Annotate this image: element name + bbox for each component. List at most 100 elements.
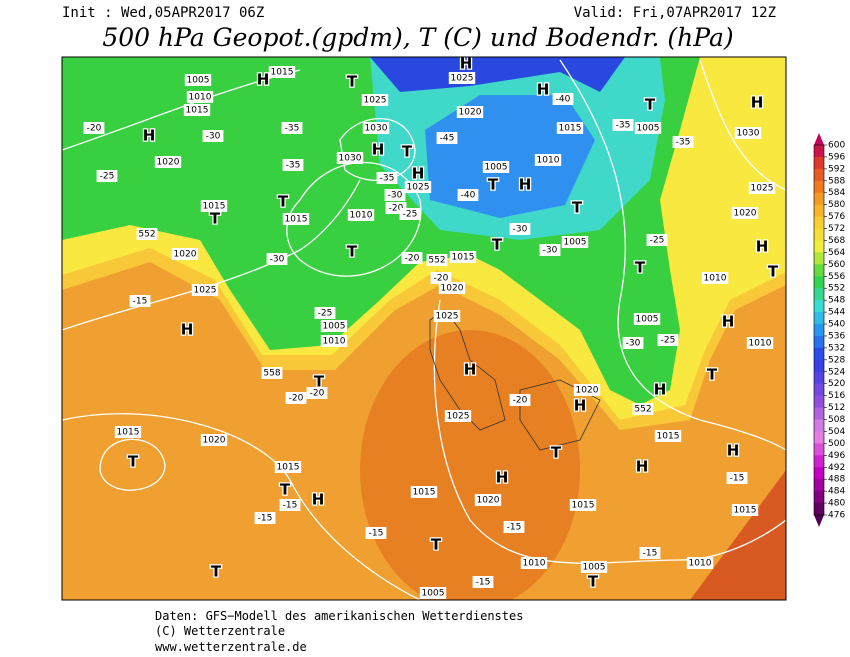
label-box xyxy=(399,208,421,220)
pressure-center: T xyxy=(768,263,779,281)
pressure-center: H xyxy=(496,469,509,487)
label-box xyxy=(457,189,479,201)
isoline-label: -25 xyxy=(661,336,676,346)
label-box xyxy=(96,170,118,182)
isoline-label: 552 xyxy=(138,230,155,240)
colorbar-label: 568 xyxy=(828,236,845,246)
pressure-center: H xyxy=(372,141,385,159)
isoline-label: 1020 xyxy=(441,284,464,294)
color-band xyxy=(814,347,824,361)
label-box xyxy=(336,152,364,164)
isoline-label: -15 xyxy=(643,549,658,559)
color-band xyxy=(814,324,824,337)
label-box xyxy=(746,337,774,349)
label-box xyxy=(612,119,634,131)
colorbar-label: 576 xyxy=(828,212,845,222)
label-box xyxy=(261,367,283,379)
color-band xyxy=(814,491,824,504)
pressure-center: T xyxy=(347,73,358,91)
label-box xyxy=(580,561,608,573)
isoline-label: 1020 xyxy=(734,209,757,219)
label-box xyxy=(539,244,561,256)
colorbar-label: 556 xyxy=(828,272,845,282)
color-band xyxy=(814,467,824,480)
color-band xyxy=(814,192,824,206)
color-band xyxy=(814,455,824,468)
label-box xyxy=(320,320,348,332)
isoline-label: -35 xyxy=(676,138,691,148)
pressure-center: T xyxy=(635,259,646,277)
label-box xyxy=(268,66,296,78)
color-band xyxy=(814,180,824,194)
pressure-center: H xyxy=(312,491,325,509)
pressure-center: H xyxy=(537,81,550,99)
isoline-label: 1025 xyxy=(407,183,430,193)
colorbar-label: 584 xyxy=(828,188,845,198)
label-box xyxy=(552,93,574,105)
colorbar-label: 596 xyxy=(828,152,845,162)
isobar xyxy=(699,59,786,191)
color-band xyxy=(814,443,824,456)
label-box xyxy=(509,223,531,235)
colorbar-label: 500 xyxy=(828,439,845,449)
label-box xyxy=(320,335,348,347)
label-box xyxy=(186,91,214,103)
label-box xyxy=(534,154,562,166)
footer-line: Daten: GFS−Modell des amerikanischen Wet… xyxy=(155,609,523,623)
pressure-center: T xyxy=(347,243,358,261)
label-box xyxy=(449,251,477,263)
band xyxy=(425,95,595,218)
colorbar-label: 496 xyxy=(828,451,845,461)
label-box xyxy=(384,189,406,201)
label-box xyxy=(482,161,510,173)
isoline-label: -15 xyxy=(369,529,384,539)
colorbar-label: 572 xyxy=(828,224,845,234)
isoline-label: -40 xyxy=(461,191,476,201)
isoline-label: -15 xyxy=(507,523,522,533)
pressure-center: H xyxy=(722,313,735,331)
pressure-center: T xyxy=(588,573,599,591)
colorbar-label: 592 xyxy=(828,164,845,174)
label-box xyxy=(376,172,398,184)
label-box xyxy=(633,313,661,325)
label-box xyxy=(472,576,494,588)
isoline-label: 1010 xyxy=(537,156,560,166)
label-box xyxy=(282,159,304,171)
colorbar-label: 600 xyxy=(828,141,845,151)
color-band xyxy=(814,300,824,313)
color-band xyxy=(814,503,824,516)
pressure-center: T xyxy=(402,143,413,161)
isoline-label: 1015 xyxy=(572,501,595,511)
pressure-center: H xyxy=(257,71,270,89)
isoline-label: 1005 xyxy=(636,315,659,325)
pressure-center: T xyxy=(210,210,221,228)
isoline-label: 1015 xyxy=(413,488,436,498)
label-box xyxy=(281,122,303,134)
label-box xyxy=(183,104,211,116)
color-band xyxy=(814,216,824,230)
label-box xyxy=(347,209,375,221)
pressure-center: H xyxy=(464,361,477,379)
isoline-label: 1030 xyxy=(365,124,388,134)
label-box xyxy=(734,127,762,139)
pressure-center: H xyxy=(412,165,425,183)
isoline-label: -20 xyxy=(310,389,325,399)
isoline-label: 558 xyxy=(263,369,280,379)
valid-time: Valid: Fri,07APR2017 12Z xyxy=(574,5,776,21)
isoline-label: -20 xyxy=(389,204,404,214)
isoline-label: 1025 xyxy=(751,184,774,194)
isoline-label: 1020 xyxy=(576,386,599,396)
isoline-label: 1010 xyxy=(704,274,727,284)
pressure-center: H xyxy=(727,442,740,460)
color-band xyxy=(814,431,824,444)
isoline-label: 1030 xyxy=(339,154,362,164)
isobar xyxy=(559,59,786,451)
isoline-label: 1015 xyxy=(285,215,308,225)
footer-line: www.wetterzentrale.de xyxy=(155,640,307,654)
colorbar-label: 492 xyxy=(828,463,845,473)
isoline-label: -30 xyxy=(388,191,403,201)
label-box xyxy=(646,234,668,246)
color-band xyxy=(814,371,824,385)
